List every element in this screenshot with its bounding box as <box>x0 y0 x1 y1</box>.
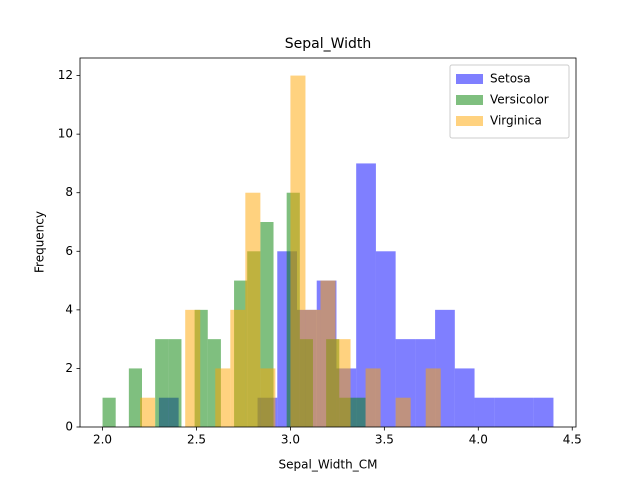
y-tick-label: 8 <box>65 185 73 199</box>
histogram-bar <box>102 397 116 427</box>
histogram-bar <box>474 397 495 427</box>
histogram-bar <box>425 368 441 427</box>
histogram-bar <box>260 368 276 427</box>
x-tick-label: 4.5 <box>563 433 582 447</box>
histogram-bar <box>335 339 351 427</box>
x-tick-label: 4.0 <box>469 433 488 447</box>
histogram-bar <box>128 368 142 427</box>
y-tick-label: 12 <box>58 68 73 82</box>
legend-label: Versicolor <box>490 93 549 107</box>
histogram-bar <box>365 368 381 427</box>
histogram-bar <box>352 397 366 427</box>
histogram-bar <box>290 75 306 428</box>
y-tick-label: 0 <box>65 420 73 434</box>
histogram-bar <box>168 339 182 427</box>
y-tick-label: 4 <box>65 302 73 316</box>
histogram-bar <box>533 397 554 427</box>
histogram-bar <box>494 397 514 427</box>
y-axis-label: Frequency <box>33 211 47 273</box>
histogram-bar <box>215 368 231 427</box>
histogram-bar <box>230 309 246 427</box>
histogram-bar <box>155 339 169 427</box>
histogram-bar <box>245 192 261 427</box>
histogram-bar <box>140 397 156 427</box>
x-axis-label: Sepal_Width_CM <box>279 458 378 472</box>
x-tick-label: 2.0 <box>93 433 112 447</box>
chart-title: Sepal_Width <box>285 36 372 52</box>
plot-frame <box>79 57 577 428</box>
legend-swatch <box>456 116 483 126</box>
x-tick-label: 3.0 <box>281 433 300 447</box>
histogram-bar <box>185 309 201 427</box>
histogram-bar <box>514 397 534 427</box>
legend-label: Setosa <box>490 72 531 86</box>
x-tick-label: 2.5 <box>187 433 206 447</box>
y-tick-label: 6 <box>65 244 73 258</box>
y-tick-label: 10 <box>58 127 73 141</box>
histogram-bar <box>375 251 396 427</box>
y-tick-label: 2 <box>65 361 73 375</box>
x-tick-label: 3.5 <box>375 433 394 447</box>
legend-label: Virginica <box>490 114 542 128</box>
legend-swatch <box>456 95 483 105</box>
histogram-bar <box>356 163 376 427</box>
legend-swatch <box>456 74 483 84</box>
histogram-bar <box>454 368 475 427</box>
histogram-bar <box>320 280 336 427</box>
histogram-bar <box>395 397 411 427</box>
histogram-bar <box>305 309 321 427</box>
